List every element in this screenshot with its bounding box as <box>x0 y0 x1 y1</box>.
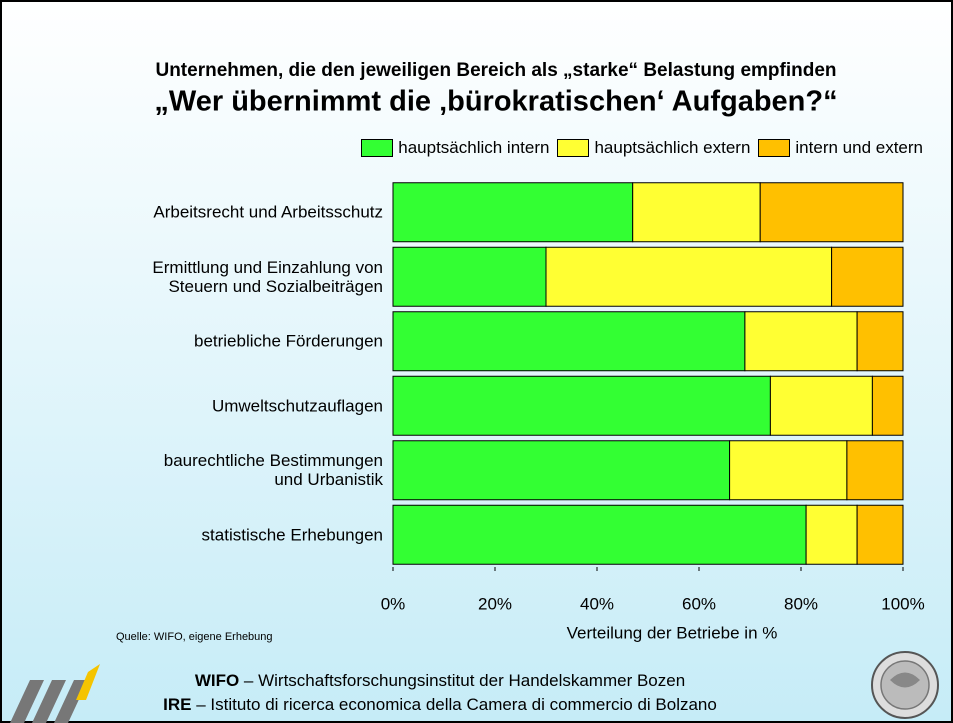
bar-segment <box>759 182 904 243</box>
logo-right <box>871 651 939 719</box>
legend-item: intern und extern <box>758 138 923 158</box>
footer-text: – Istituto di ricerca economica della Ca… <box>191 695 717 714</box>
x-tick-label: 80% <box>784 594 818 613</box>
legend-swatch <box>758 139 791 157</box>
bar-segment <box>744 311 858 372</box>
bar-segment <box>805 504 858 565</box>
bar-segment <box>769 375 873 436</box>
category-label: Arbeitsrecht und Arbeitsschutz <box>153 202 383 222</box>
bar-segment <box>632 182 761 243</box>
category-label: Ermittlung und Einzahlung von Steuern un… <box>152 257 383 296</box>
legend: hauptsächlich intern hauptsächlich extern… <box>361 138 923 158</box>
legend-item: hauptsächlich intern <box>361 138 549 158</box>
footer-text: – Wirtschaftsforschungsinstitut der Hand… <box>239 671 686 690</box>
bar-segment <box>545 246 833 307</box>
bar-segment <box>846 440 904 501</box>
x-axis-label: Verteilung der Betriebe in % <box>567 623 778 642</box>
bar-segment <box>392 182 634 243</box>
chart-subtitle: „Wer übernimmt die ‚bürokratischen‘ Aufg… <box>154 86 837 118</box>
x-tick-label: 0% <box>381 594 406 613</box>
bar-segment <box>856 311 904 372</box>
legend-swatch <box>361 139 394 157</box>
legend-label: hauptsächlich extern <box>594 138 751 157</box>
bar-segment <box>871 375 904 436</box>
bar-segment <box>392 311 746 372</box>
category-label: baurechtliche Bestimmungen und Urbanisti… <box>163 451 383 490</box>
logo-left <box>10 664 100 723</box>
x-tick-label: 100% <box>881 594 924 613</box>
bar-segment <box>392 246 547 307</box>
bar-segment <box>392 440 731 501</box>
footer-line: IRE – Istituto di ricerca economica dell… <box>120 695 760 715</box>
bar-segment <box>392 375 771 436</box>
x-tick-label: 40% <box>580 594 614 613</box>
chart-title: Unternehmen, die den jeweiligen Bereich … <box>155 60 836 81</box>
legend-label: hauptsächlich intern <box>398 138 550 157</box>
bar-segment <box>856 504 904 565</box>
footer-bold: WIFO <box>194 671 240 690</box>
legend-swatch <box>557 139 590 157</box>
x-tick-label: 20% <box>478 594 512 613</box>
category-label: Umweltschutzauflagen <box>211 396 383 416</box>
bar-segment <box>831 246 904 307</box>
category-label: betriebliche Förderungen <box>193 331 383 351</box>
footer-line: WIFO – Wirtschaftsforschungsinstitut der… <box>120 671 760 691</box>
footer-bold: IRE <box>163 695 192 714</box>
legend-label: intern und extern <box>795 138 923 157</box>
bar-segment <box>392 504 807 565</box>
bar-segment <box>729 440 848 501</box>
source: Quelle: WIFO, eigene Erhebung <box>116 631 273 643</box>
category-label: statistische Erhebungen <box>201 525 383 545</box>
legend-item: hauptsächlich extern <box>557 138 750 158</box>
x-tick-label: 60% <box>682 594 716 613</box>
